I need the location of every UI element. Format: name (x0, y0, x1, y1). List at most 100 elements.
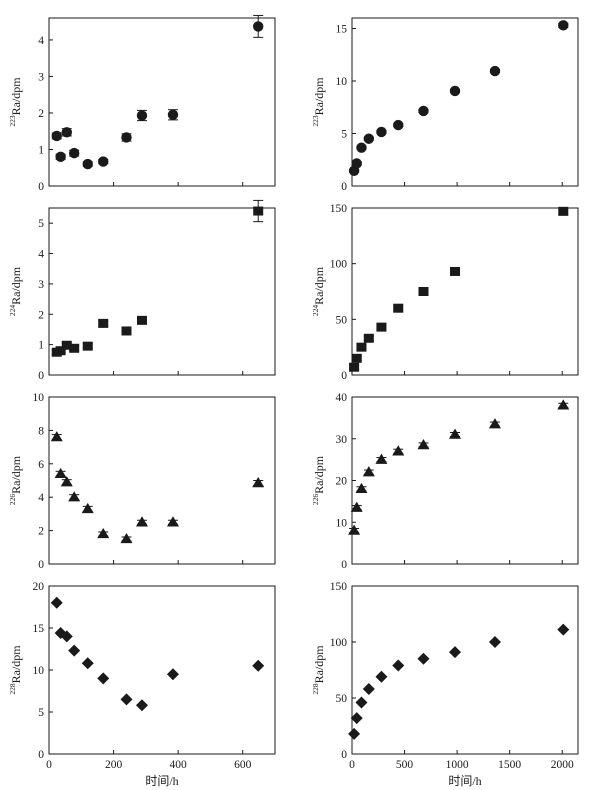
circle-marker (376, 126, 387, 138)
diamond-marker (60, 630, 73, 643)
x-tick-label: 1500 (498, 759, 521, 771)
x-axis-label: 时间/h (448, 774, 481, 788)
y-axis-label: 224Ra/dpm (8, 266, 23, 316)
circle-marker (418, 105, 429, 117)
circle-marker (82, 158, 93, 170)
data-point (449, 428, 462, 439)
x-tick-label: 600 (234, 759, 252, 771)
x-tick-label: 0 (46, 759, 52, 771)
diamond-marker (350, 712, 363, 725)
y-tick-label: 0 (341, 370, 347, 382)
data-point (136, 315, 147, 325)
diamond-marker (488, 636, 501, 648)
y-tick-label: 10 (33, 665, 45, 677)
circle-marker (253, 21, 264, 32)
y-axis-label-isotope: 224 (8, 305, 17, 317)
data-point (97, 672, 110, 685)
circle-marker (55, 151, 66, 162)
data-point (167, 109, 179, 121)
y-tick-label: 15 (33, 623, 45, 635)
data-point (252, 477, 265, 488)
triangle-marker (54, 467, 67, 479)
y-tick-label: 10 (336, 517, 348, 529)
data-point (392, 445, 405, 456)
y-tick-label: 40 (336, 392, 348, 404)
y-tick-label: 2 (38, 108, 44, 120)
data-point (348, 727, 361, 740)
y-tick-label: 4 (38, 35, 44, 47)
y-axis-label: 226Ra/dpm (311, 455, 326, 505)
panel-ra226-short: 0 2 4 6 8 10 226Ra/dpm (8, 392, 276, 571)
circle-marker (167, 109, 179, 120)
y-tick-label: 0 (38, 181, 44, 193)
y-tick-label: 1 (38, 340, 44, 352)
panel-ra223-long: 0 5 10 15 223Ra/dpm (311, 17, 579, 193)
y-tick-label: 6 (38, 459, 44, 471)
plot-frame (48, 585, 276, 755)
data-point (68, 491, 81, 502)
data-point (558, 206, 569, 216)
triangle-marker (375, 453, 388, 464)
y-axis-label: 223Ra/dpm (311, 77, 326, 127)
y-tick-label: 150 (330, 203, 348, 215)
y-tick-label: 5 (38, 707, 44, 719)
circle-marker (558, 20, 569, 31)
circle-marker (393, 119, 404, 131)
data-point (82, 158, 93, 170)
triangle-marker (417, 439, 430, 450)
y-tick-label: 0 (38, 749, 44, 761)
plot-frame (351, 396, 579, 565)
y-tick-label: 0 (341, 749, 347, 761)
triangle-marker (348, 524, 361, 535)
triangle-marker (166, 516, 179, 527)
plot-frame (351, 585, 579, 755)
square-marker (82, 341, 93, 351)
data-point (121, 326, 132, 336)
data-point (449, 85, 461, 97)
data-point (50, 596, 63, 609)
data-point (355, 696, 368, 709)
triangle-marker (50, 431, 63, 442)
circle-marker (121, 132, 132, 143)
y-axis-label-unit: Ra/dpm (312, 455, 326, 494)
data-point (393, 303, 404, 313)
square-marker (418, 287, 429, 296)
y-axis-label: 224Ra/dpm (311, 266, 326, 316)
x-tick-label: 2000 (551, 759, 574, 771)
data-point (376, 126, 387, 138)
x-axis-label: 时间/h (145, 774, 178, 788)
data-point (350, 712, 363, 725)
y-tick-label: 50 (336, 314, 348, 326)
data-point (363, 333, 374, 343)
diamond-marker (120, 693, 133, 706)
data-point (81, 502, 94, 514)
data-point (253, 199, 264, 223)
diamond-marker (81, 657, 94, 670)
diamond-marker (355, 696, 368, 709)
data-point (120, 532, 133, 544)
x-tick-label: 400 (170, 759, 188, 771)
x-tick-label: 500 (396, 759, 414, 771)
y-axis-label-unit: Ra/dpm (9, 455, 23, 494)
data-point (136, 109, 148, 122)
data-point (98, 318, 109, 328)
y-tick-label: 0 (38, 559, 44, 571)
data-point (351, 353, 362, 363)
triangle-marker (488, 418, 501, 429)
diamond-marker (557, 623, 570, 636)
plot-frame (351, 17, 579, 187)
y-axis-label-isotope: 226 (8, 494, 17, 506)
square-marker (363, 333, 374, 343)
circle-marker (51, 130, 62, 142)
square-marker (351, 353, 362, 363)
data-point (51, 130, 62, 142)
data-point (135, 699, 148, 712)
data-point (348, 524, 361, 535)
data-point (61, 127, 72, 138)
data-point (350, 501, 363, 512)
data-point (351, 158, 362, 169)
y-tick-label: 50 (336, 693, 348, 705)
square-marker (98, 318, 109, 328)
square-marker (376, 322, 387, 332)
